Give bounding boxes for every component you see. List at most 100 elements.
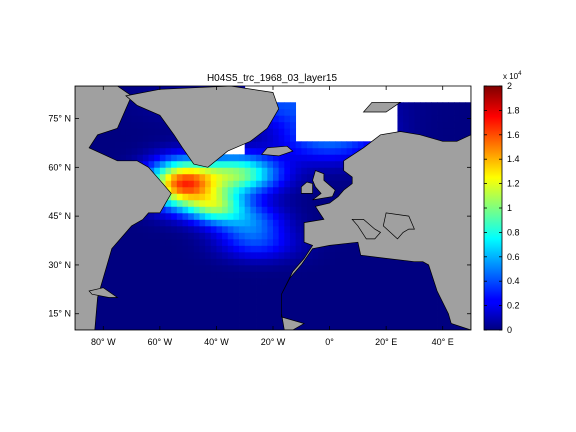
field-cell bbox=[205, 219, 212, 227]
field-cell bbox=[386, 284, 393, 292]
field-cell bbox=[103, 134, 110, 142]
field-cell bbox=[454, 323, 461, 330]
field-cell bbox=[425, 284, 432, 292]
field-cell bbox=[386, 323, 393, 330]
field-cell bbox=[165, 284, 172, 292]
field-cell bbox=[397, 108, 404, 116]
field-cell bbox=[267, 277, 274, 285]
field-cell bbox=[312, 277, 319, 285]
field-cell bbox=[295, 310, 302, 318]
field-cell bbox=[267, 141, 274, 149]
field-cell bbox=[193, 297, 200, 305]
field-cell bbox=[420, 290, 427, 298]
field-cell bbox=[142, 284, 149, 292]
field-cell bbox=[437, 108, 444, 116]
field-cell bbox=[165, 180, 172, 188]
field-cell bbox=[210, 277, 217, 285]
field-cell bbox=[205, 212, 212, 220]
field-cell bbox=[165, 310, 172, 318]
field-cell bbox=[222, 251, 229, 259]
field-cell bbox=[267, 186, 274, 194]
field-cell bbox=[142, 134, 149, 142]
field-cell bbox=[256, 290, 263, 298]
field-cell bbox=[431, 115, 438, 123]
field-cell bbox=[329, 264, 336, 272]
field-cell bbox=[273, 238, 280, 246]
field-cell bbox=[261, 277, 268, 285]
field-cell bbox=[357, 290, 364, 298]
field-cell bbox=[289, 225, 297, 233]
field-cell bbox=[306, 316, 313, 324]
field-cell bbox=[380, 316, 387, 324]
field-cell bbox=[391, 284, 398, 292]
field-cell bbox=[131, 86, 138, 90]
field-cell bbox=[437, 128, 444, 136]
field-cell bbox=[284, 310, 291, 318]
field-cell bbox=[159, 297, 166, 305]
field-cell bbox=[182, 219, 189, 227]
field-cell bbox=[391, 271, 398, 279]
field-cell bbox=[289, 264, 297, 272]
field-cell bbox=[148, 232, 155, 240]
field-cell bbox=[301, 303, 308, 311]
field-cell bbox=[273, 186, 280, 194]
field-cell bbox=[188, 264, 195, 272]
field-cell bbox=[250, 323, 257, 330]
field-cell bbox=[233, 219, 240, 227]
field-cell bbox=[159, 134, 166, 142]
field-cell bbox=[408, 284, 415, 292]
field-cell bbox=[312, 284, 319, 292]
field-cell bbox=[171, 141, 178, 149]
field-cell bbox=[352, 147, 359, 155]
field-cell bbox=[159, 290, 166, 298]
field-cell bbox=[357, 297, 364, 305]
field-cell bbox=[244, 258, 251, 266]
field-cell bbox=[97, 303, 104, 311]
field-cell bbox=[363, 264, 370, 272]
field-cell bbox=[323, 199, 330, 207]
field-cell bbox=[357, 284, 364, 292]
field-cell bbox=[244, 147, 251, 155]
field-cell bbox=[154, 316, 161, 324]
field-cell bbox=[159, 212, 166, 220]
field-cell bbox=[403, 108, 410, 116]
field-cell bbox=[250, 206, 257, 214]
field-cell bbox=[295, 245, 302, 253]
field-cell bbox=[182, 193, 189, 201]
field-cell bbox=[148, 121, 155, 129]
field-cell bbox=[176, 154, 183, 162]
field-cell bbox=[188, 316, 195, 324]
field-cell bbox=[267, 121, 274, 129]
field-cell bbox=[295, 160, 302, 168]
land-polygon bbox=[351, 219, 382, 240]
field-cell bbox=[210, 290, 217, 298]
field-cell bbox=[176, 186, 183, 194]
field-cell bbox=[154, 271, 161, 279]
field-cell bbox=[380, 271, 387, 279]
field-cell bbox=[216, 225, 223, 233]
field-cell bbox=[369, 323, 376, 330]
field-cell bbox=[278, 193, 285, 201]
field-cell bbox=[346, 323, 353, 330]
field-cell bbox=[459, 102, 466, 110]
field-cell bbox=[261, 173, 268, 181]
field-cell bbox=[250, 232, 257, 240]
field-cell bbox=[284, 206, 291, 214]
field-cell bbox=[114, 258, 121, 266]
field-cell bbox=[193, 193, 200, 201]
field-cell bbox=[142, 290, 149, 298]
field-cell bbox=[256, 141, 263, 149]
field-cell bbox=[312, 271, 319, 279]
field-cell bbox=[233, 212, 240, 220]
field-cell bbox=[420, 323, 427, 330]
field-cell bbox=[176, 193, 183, 201]
field-cell bbox=[425, 271, 432, 279]
field-cell bbox=[295, 251, 302, 259]
field-cell bbox=[216, 193, 223, 201]
field-cell bbox=[408, 277, 415, 285]
field-cell bbox=[397, 297, 404, 305]
field-cell bbox=[216, 258, 223, 266]
field-cell bbox=[312, 212, 319, 220]
field-cell bbox=[205, 303, 212, 311]
field-cell bbox=[233, 297, 240, 305]
